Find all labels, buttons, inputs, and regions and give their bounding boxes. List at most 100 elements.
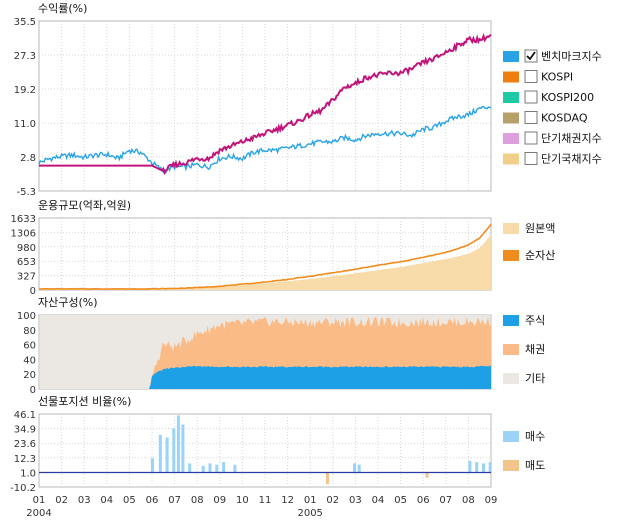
buy-bar bbox=[353, 463, 357, 473]
legend-checkbox[interactable] bbox=[524, 49, 538, 63]
legend-swatch bbox=[503, 133, 519, 144]
y-tick-label: 0 bbox=[30, 385, 36, 396]
x-tick-label: 02 bbox=[326, 495, 339, 506]
x-year-label: 2005 bbox=[297, 508, 322, 519]
legend-label: 주식 bbox=[525, 314, 545, 327]
sell-bar bbox=[425, 472, 429, 478]
y-tick-label: 20 bbox=[23, 370, 36, 381]
stock-area bbox=[39, 365, 491, 389]
y-tick-label: 0 bbox=[30, 286, 36, 297]
legend-swatch bbox=[503, 373, 519, 384]
x-tick-label: 01 bbox=[304, 495, 317, 506]
benchmark-line bbox=[38, 105, 492, 174]
legend-label: 원본액 bbox=[525, 222, 555, 235]
legend-label: KOSPI bbox=[541, 71, 573, 84]
y-tick-label: -5.3 bbox=[16, 187, 36, 198]
legend-checkbox[interactable] bbox=[524, 131, 538, 145]
legend-label: 매도 bbox=[525, 459, 545, 472]
legend-label: 순자산 bbox=[525, 249, 555, 262]
legend-label: 벤치마크지수 bbox=[541, 50, 602, 63]
legend-checkbox[interactable] bbox=[524, 152, 538, 165]
x-axis: 01 02 03 04 05 06 07 08 09 10 11 12 01 02 03 04 05 06 07 08… bbox=[26, 495, 497, 519]
buy-bar bbox=[165, 437, 169, 473]
y-tick-label: 11.0 bbox=[14, 119, 36, 130]
legend-checkbox[interactable] bbox=[524, 90, 538, 104]
x-tick-label: 06 bbox=[146, 495, 159, 506]
chart-panel-2: 운용규모(억좌,억원)1633 1306 980 653 327 0 bbox=[11, 199, 492, 297]
x-tick-label: 09 bbox=[213, 495, 226, 506]
chart-panels: 수익률(%)35.5 27.3 19.2 11.0 2.8 -5.3운용규모(억좌,억원)… bbox=[10, 2, 492, 494]
x-tick-label: 01 bbox=[33, 495, 46, 506]
y-tick-label: 23.6 bbox=[14, 439, 36, 450]
y-tick-label: 327 bbox=[17, 272, 36, 283]
x-tick-label: 08 bbox=[462, 495, 475, 506]
fund-return-line bbox=[39, 32, 492, 176]
y-tick-label: 19.2 bbox=[14, 85, 36, 96]
legend-label: 단기채권지수 bbox=[541, 132, 602, 145]
principal-area bbox=[39, 234, 491, 290]
y-tick-label: 40 bbox=[23, 355, 36, 366]
panel-title: 선물포지션 비율(%) bbox=[38, 395, 131, 408]
x-tick-label: 09 bbox=[485, 495, 498, 506]
legend-label: 기타 bbox=[525, 372, 545, 385]
legend-swatch bbox=[503, 344, 519, 355]
legend-checkbox[interactable] bbox=[524, 70, 538, 83]
buy-bar bbox=[172, 428, 176, 473]
y-tick-label: 1306 bbox=[11, 228, 36, 239]
x-tick-label: 07 bbox=[439, 495, 452, 506]
buy-bar bbox=[475, 462, 479, 473]
legend-label: KOSPI200 bbox=[541, 91, 594, 104]
legend-swatch bbox=[503, 153, 519, 165]
legend-swatch bbox=[503, 92, 519, 103]
net-asset-line bbox=[39, 223, 492, 290]
legend-checkbox[interactable] bbox=[524, 111, 538, 124]
legends: 벤치마크지수 KOSPI KOSPI200 KOSDAQ 단기채권지수단기국채지수원본액… bbox=[503, 49, 602, 472]
y-tick-label: 1.0 bbox=[20, 468, 36, 479]
buy-bar bbox=[176, 415, 180, 473]
chart-panel-1: 수익률(%)35.5 27.3 19.2 11.0 2.8 -5.3 bbox=[14, 2, 492, 198]
legend-swatch bbox=[503, 223, 519, 234]
buy-bar bbox=[482, 463, 485, 473]
chart-panel-3: 자산구성(%)100 80 60 40 20 0 bbox=[17, 296, 492, 396]
x-tick-label: 02 bbox=[55, 495, 68, 506]
y-tick-label: 35.5 bbox=[14, 17, 36, 28]
check-icon bbox=[526, 51, 536, 61]
y-tick-label: 80 bbox=[23, 326, 36, 337]
x-tick-label: 03 bbox=[78, 495, 91, 506]
buy-bar bbox=[357, 464, 361, 473]
x-tick-label: 08 bbox=[191, 495, 204, 506]
legend-label: 매수 bbox=[525, 430, 545, 443]
panel-title: 수익률(%) bbox=[38, 2, 87, 15]
x-tick-label: 05 bbox=[394, 495, 407, 506]
buy-bar bbox=[215, 464, 219, 473]
legend-swatch bbox=[503, 460, 519, 471]
legend-label: 채권 bbox=[525, 343, 545, 356]
y-tick-label: 27.3 bbox=[14, 51, 36, 62]
x-tick-label: 12 bbox=[281, 495, 294, 506]
buy-bar bbox=[181, 424, 185, 473]
y-tick-label: 100 bbox=[17, 311, 36, 322]
buy-bar bbox=[201, 466, 205, 473]
x-year-label: 2004 bbox=[26, 508, 51, 519]
y-tick-label: -10.2 bbox=[10, 483, 36, 494]
x-tick-label: 11 bbox=[259, 495, 272, 506]
legend-label: KOSDAQ bbox=[541, 112, 588, 125]
buy-bar bbox=[208, 463, 212, 473]
buy-bar bbox=[188, 463, 192, 473]
x-tick-label: 04 bbox=[100, 495, 113, 506]
legend-label: 단기국채지수 bbox=[541, 153, 602, 166]
legend-swatch bbox=[503, 51, 519, 62]
buy-bar bbox=[222, 462, 226, 473]
x-tick-label: 03 bbox=[349, 495, 362, 506]
buy-bar bbox=[468, 460, 472, 473]
y-tick-label: 34.9 bbox=[14, 425, 36, 436]
buy-bar bbox=[158, 434, 162, 473]
legend-swatch bbox=[503, 112, 519, 124]
chart-panel-4: 선물포지션 비율(%)46.1 34.9 23.6 12.3 1.0 -10.2 bbox=[10, 395, 492, 494]
y-tick-label: 60 bbox=[23, 341, 36, 352]
